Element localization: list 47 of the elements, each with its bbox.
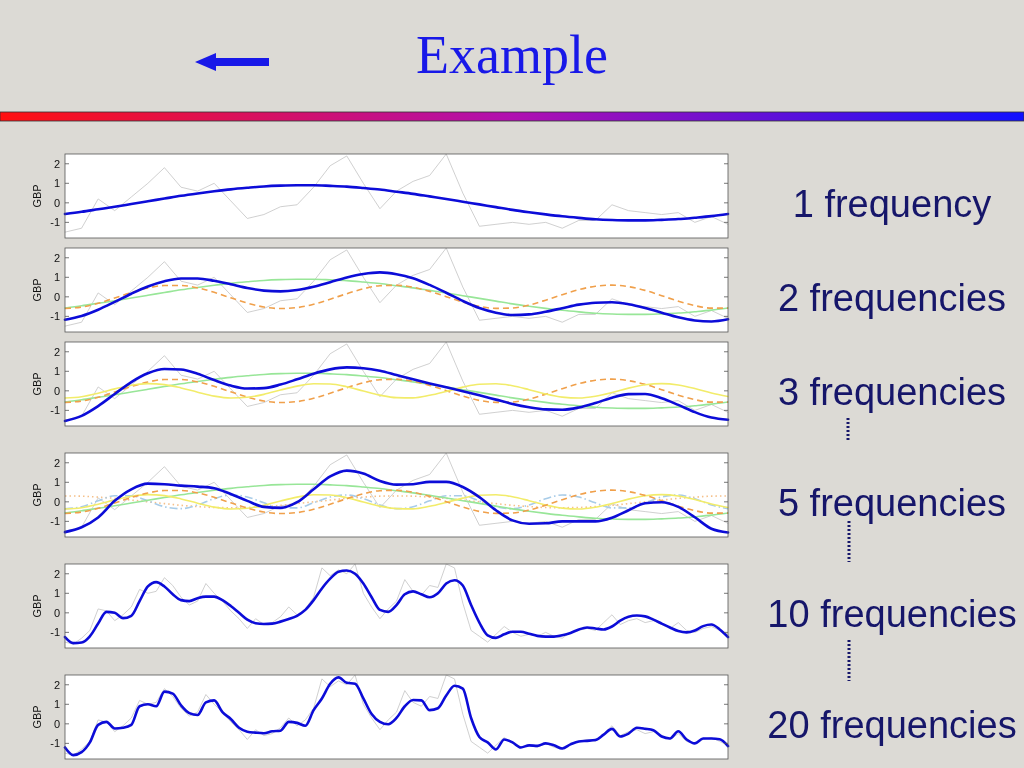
line-series	[64, 372, 729, 410]
y-tick-label: 1	[53, 698, 60, 711]
y-tick-label: 0	[53, 384, 60, 397]
y-tick-label: 2	[53, 678, 60, 691]
y-tick-label: 2	[53, 345, 60, 358]
line-series	[64, 247, 729, 327]
text: 5 frequencies	[777, 482, 1007, 524]
text: 20 frequencies	[767, 704, 1017, 746]
y-tick-label: 0	[53, 495, 60, 508]
y-tick-label: 1	[53, 177, 60, 190]
line-series	[64, 278, 729, 316]
y-axis-title: GBP	[31, 483, 43, 507]
y-axis-title: GBP	[31, 594, 43, 618]
y-tick-label: -1	[50, 737, 60, 750]
line-series	[64, 483, 729, 521]
y-tick-label: 1	[53, 365, 60, 378]
y-tick-label: -1	[50, 404, 60, 417]
text: 3 frequencies	[777, 371, 1007, 413]
y-tick-label: 2	[53, 567, 60, 580]
y-tick-label: 1	[53, 476, 60, 489]
line-series	[63, 183, 730, 222]
y-axis-title: GBP	[31, 705, 43, 729]
y-tick-label: 0	[53, 606, 60, 619]
chart-title: Example	[416, 25, 608, 85]
y-axis-title: GBP	[31, 184, 43, 208]
y-tick-label: 0	[53, 717, 60, 730]
text: 2 frequencies	[777, 277, 1007, 319]
line-series	[63, 469, 730, 534]
y-tick-label: 0	[53, 290, 60, 303]
y-tick-label: -1	[50, 626, 60, 639]
line-series	[63, 366, 730, 423]
y-axis-title: GBP	[31, 278, 43, 302]
y-tick-label: 1	[53, 587, 60, 600]
y-axis-title: GBP	[31, 372, 43, 396]
y-tick-label: -1	[50, 216, 60, 229]
text: 1 frequency	[792, 183, 992, 225]
y-tick-label: 0	[53, 196, 60, 209]
line-series	[64, 153, 729, 233]
y-tick-label: 2	[53, 157, 60, 170]
y-tick-label: -1	[50, 310, 60, 323]
y-tick-label: 1	[53, 271, 60, 284]
line-series	[64, 382, 729, 399]
line-series	[63, 271, 730, 323]
y-tick-label: 2	[53, 251, 60, 264]
y-tick-label: -1	[50, 515, 60, 528]
y-tick-label: 2	[53, 456, 60, 469]
text: 10 frequencies	[767, 593, 1017, 635]
